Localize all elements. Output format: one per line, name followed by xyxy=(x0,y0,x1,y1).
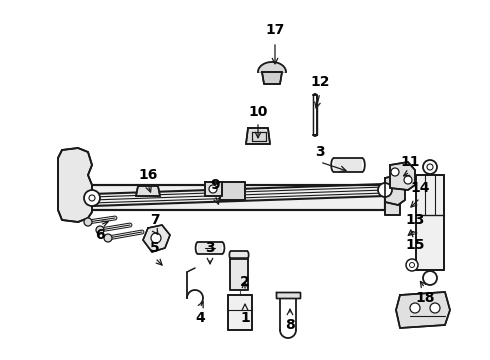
Circle shape xyxy=(104,234,112,242)
Circle shape xyxy=(378,183,392,197)
Text: 17: 17 xyxy=(265,23,285,37)
Text: 3: 3 xyxy=(315,145,325,159)
Polygon shape xyxy=(136,186,160,196)
Polygon shape xyxy=(246,128,270,144)
Text: 11: 11 xyxy=(400,155,420,169)
Circle shape xyxy=(84,218,92,226)
Text: 12: 12 xyxy=(310,75,330,89)
Circle shape xyxy=(410,303,420,313)
Polygon shape xyxy=(198,242,222,254)
Polygon shape xyxy=(390,162,415,190)
Polygon shape xyxy=(143,225,170,252)
Polygon shape xyxy=(334,158,362,172)
Circle shape xyxy=(406,259,418,271)
Circle shape xyxy=(84,190,100,206)
Text: 4: 4 xyxy=(195,311,205,325)
Polygon shape xyxy=(231,251,247,259)
Text: 5: 5 xyxy=(150,241,160,255)
Text: 9: 9 xyxy=(210,178,220,192)
Circle shape xyxy=(391,168,399,176)
Text: 15: 15 xyxy=(405,238,425,252)
Text: 14: 14 xyxy=(410,181,430,195)
Circle shape xyxy=(89,195,95,201)
Polygon shape xyxy=(220,182,245,200)
Polygon shape xyxy=(262,72,282,84)
Polygon shape xyxy=(258,62,286,72)
Polygon shape xyxy=(230,258,248,290)
Polygon shape xyxy=(60,185,385,210)
Circle shape xyxy=(423,271,437,285)
Circle shape xyxy=(151,233,161,243)
Text: 16: 16 xyxy=(138,168,158,182)
Circle shape xyxy=(427,164,433,170)
Circle shape xyxy=(430,303,440,313)
Polygon shape xyxy=(205,182,222,196)
Text: 10: 10 xyxy=(248,105,268,119)
Polygon shape xyxy=(228,295,252,330)
Circle shape xyxy=(96,226,104,234)
Text: 1: 1 xyxy=(240,311,250,325)
Polygon shape xyxy=(252,132,266,141)
Text: 7: 7 xyxy=(150,213,160,227)
Circle shape xyxy=(404,176,412,184)
Polygon shape xyxy=(385,175,405,205)
Text: 3: 3 xyxy=(205,241,215,255)
Polygon shape xyxy=(385,180,400,215)
Text: 6: 6 xyxy=(95,228,105,242)
Circle shape xyxy=(423,160,437,174)
Polygon shape xyxy=(276,292,300,298)
Polygon shape xyxy=(396,292,450,328)
Circle shape xyxy=(410,262,415,267)
Polygon shape xyxy=(416,175,444,270)
Text: 2: 2 xyxy=(240,275,250,289)
Polygon shape xyxy=(58,148,92,222)
Text: 8: 8 xyxy=(285,318,295,332)
Text: 18: 18 xyxy=(415,291,435,305)
Circle shape xyxy=(209,185,217,193)
Text: 13: 13 xyxy=(405,213,425,227)
